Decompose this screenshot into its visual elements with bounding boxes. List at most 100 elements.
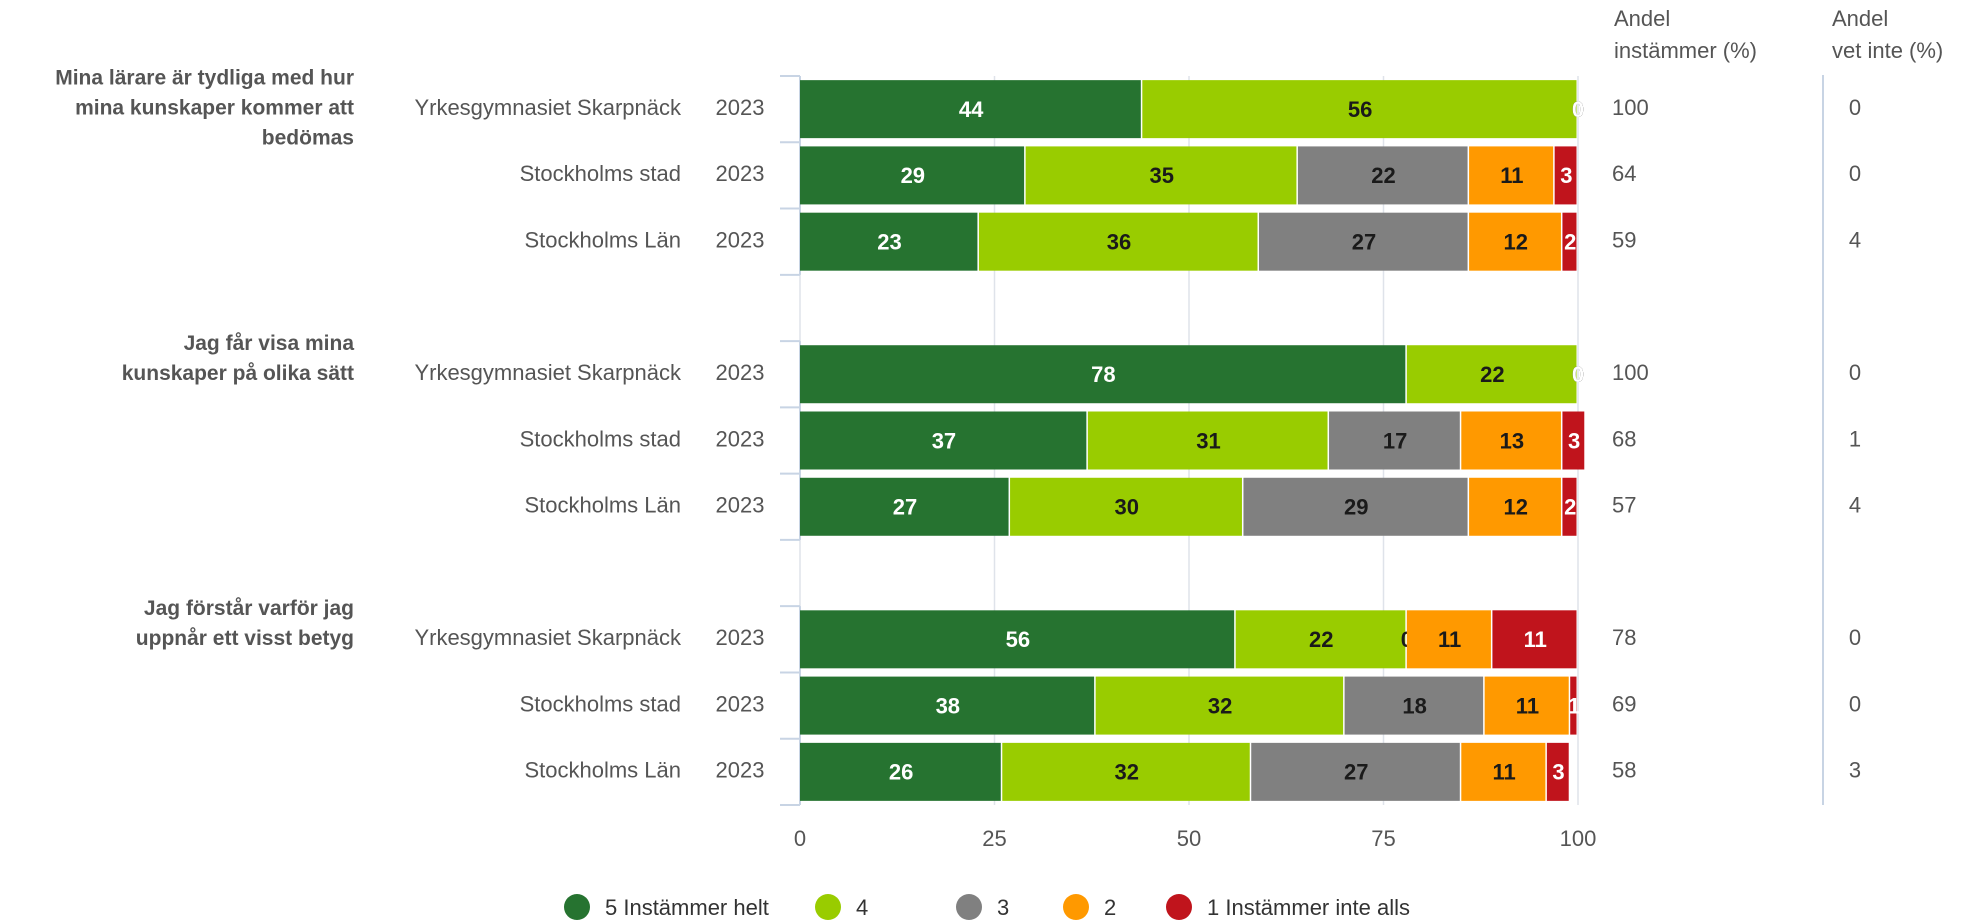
value-label: 32: [1208, 693, 1232, 718]
year-label: 2023: [716, 493, 765, 518]
row-label: Stockholms Län: [524, 227, 681, 252]
column-value: 59: [1612, 227, 1636, 252]
value-label: 11: [1492, 760, 1515, 785]
value-label: 0: [1572, 97, 1584, 122]
value-label: 1: [1568, 693, 1580, 718]
column-header: Andel: [1614, 6, 1670, 31]
bar-segment: [1243, 477, 1468, 536]
bar-segment: [800, 345, 1406, 404]
value-label: 27: [1352, 229, 1376, 254]
value-label: 3: [1552, 760, 1564, 785]
column-value: 69: [1612, 691, 1636, 716]
bar-segment: [1406, 345, 1577, 404]
value-label: 12: [1504, 495, 1528, 520]
bar-segment: [1251, 742, 1460, 801]
row-label: Stockholms stad: [520, 691, 681, 716]
column-header: instämmer (%): [1614, 38, 1757, 63]
bar-segment: [1469, 146, 1554, 205]
question-label: mina kunskaper kommer att: [75, 97, 354, 120]
x-tick-label: 50: [1177, 826, 1201, 851]
row-label: Yrkesgymnasiet Skarpnäck: [414, 360, 682, 385]
bar-segment: [1142, 80, 1577, 139]
column-value: 4: [1849, 493, 1861, 518]
column-value: 78: [1612, 625, 1636, 650]
value-label: 23: [877, 229, 901, 254]
value-label: 29: [1344, 495, 1368, 520]
column-value: 0: [1849, 360, 1861, 385]
bar-segment: [800, 212, 978, 271]
value-label: 2: [1564, 495, 1576, 520]
column-value: 64: [1612, 161, 1636, 186]
row-label: Stockholms Län: [524, 758, 681, 783]
question-label: Mina lärare är tydliga med hur: [55, 67, 354, 90]
bar-segment: [1329, 411, 1460, 470]
bar-segment: [1554, 146, 1577, 205]
value-label: 44: [959, 97, 984, 122]
bar-segment: [800, 610, 1235, 669]
legend-marker: [815, 894, 841, 920]
value-label: 11: [1516, 693, 1539, 718]
value-label: 32: [1115, 760, 1139, 785]
legend-marker: [1166, 894, 1192, 920]
column-value: 100: [1612, 360, 1649, 385]
bar-segment: [1469, 212, 1561, 271]
x-tick-label: 0: [794, 826, 806, 851]
value-label: 0: [1572, 97, 1584, 122]
value-label: 0: [1572, 362, 1584, 387]
value-label: 0: [1572, 97, 1584, 122]
bar-segment: [800, 411, 1087, 470]
value-label: 22: [1480, 362, 1504, 387]
bar-segment: [1087, 411, 1328, 470]
legend-marker: [1063, 894, 1089, 920]
value-label: 11: [1524, 627, 1547, 652]
column-header: Andel: [1832, 6, 1888, 31]
bar-segment: [1492, 610, 1577, 669]
row-label: Stockholms stad: [520, 161, 681, 186]
column-value: 57: [1612, 493, 1636, 518]
value-label: 12: [1504, 229, 1528, 254]
row-label: Yrkesgymnasiet Skarpnäck: [414, 95, 682, 120]
legend-label: 5 Instämmer helt: [605, 895, 769, 920]
bar-segment: [978, 212, 1258, 271]
question-label: Jag får visa mina: [184, 332, 355, 355]
value-label: 38: [936, 693, 960, 718]
bar-segment: [1344, 676, 1484, 735]
bar-segment: [1562, 411, 1585, 470]
value-label: 0: [1572, 362, 1584, 387]
year-label: 2023: [716, 625, 765, 650]
value-label: 18: [1402, 693, 1426, 718]
value-label: 0: [1572, 362, 1584, 387]
question-label: Jag förstår varför jag: [144, 597, 354, 620]
legend-label: 2: [1104, 895, 1116, 920]
bar-segment: [800, 477, 1009, 536]
bar-segment: [1002, 742, 1250, 801]
year-label: 2023: [716, 227, 765, 252]
bar-segment: [800, 146, 1025, 205]
value-label: 26: [889, 760, 913, 785]
bar-segment: [1025, 146, 1297, 205]
row-label: Stockholms stad: [520, 426, 681, 451]
bar-segment: [1562, 477, 1577, 536]
bar-segment: [1406, 610, 1491, 669]
row-label: Yrkesgymnasiet Skarpnäck: [414, 625, 682, 650]
value-label: 22: [1371, 163, 1395, 188]
value-label: 11: [1500, 163, 1523, 188]
value-label: 13: [1500, 428, 1524, 453]
bar-segment: [1570, 676, 1577, 735]
x-tick-label: 25: [982, 826, 1006, 851]
bar-segment: [1461, 742, 1546, 801]
value-label: 36: [1107, 229, 1131, 254]
year-label: 2023: [716, 426, 765, 451]
column-value: 1: [1849, 426, 1861, 451]
column-value: 58: [1612, 758, 1636, 783]
year-label: 2023: [716, 161, 765, 186]
column-value: 3: [1849, 758, 1861, 783]
bar-segment: [1010, 477, 1242, 536]
bar-segment: [800, 676, 1095, 735]
value-label: 29: [901, 163, 925, 188]
column-value: 0: [1849, 95, 1861, 120]
value-label: 31: [1196, 428, 1220, 453]
bar-segment: [1469, 477, 1561, 536]
year-label: 2023: [716, 95, 765, 120]
